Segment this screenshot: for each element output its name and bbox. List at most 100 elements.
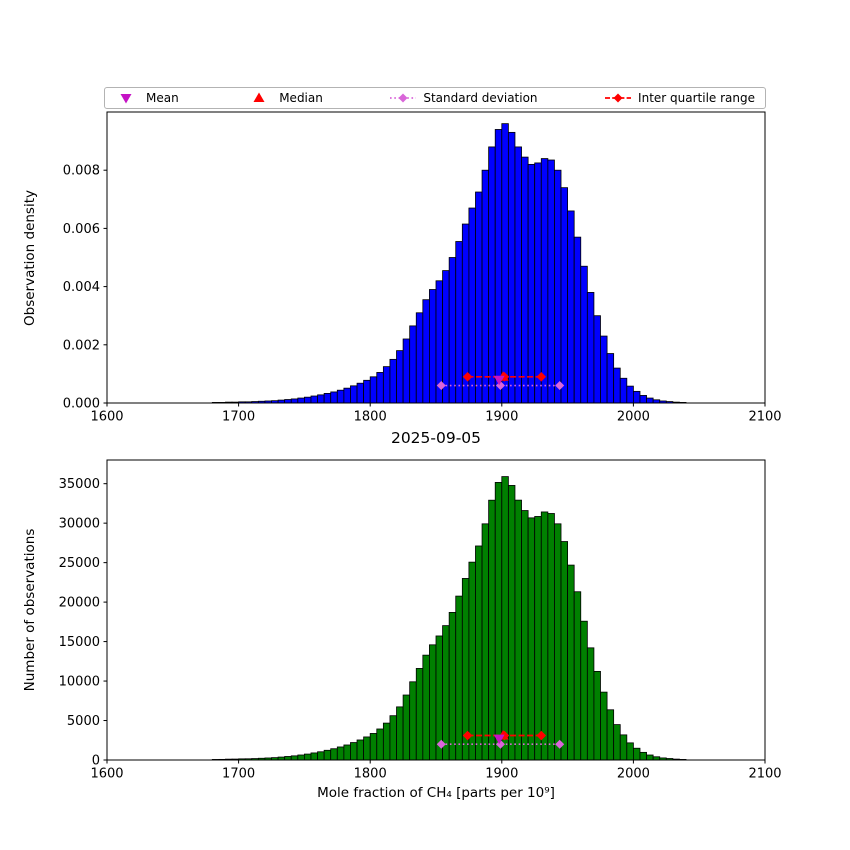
y-tick-label: 30000	[59, 517, 100, 532]
histogram-bar	[521, 156, 529, 404]
histogram-bar	[527, 517, 536, 761]
histogram-bar	[600, 335, 608, 404]
histogram-bar	[619, 734, 628, 761]
histogram-bar	[310, 752, 318, 761]
histogram-bar	[547, 159, 555, 404]
y-tick-label: 15000	[59, 635, 100, 650]
y-tick-label: 0.002	[63, 338, 100, 353]
histogram-bar	[402, 338, 411, 404]
y-tick-label: 0.000	[63, 397, 100, 412]
histogram-bar	[646, 397, 654, 404]
histogram-bar	[619, 377, 628, 404]
histogram-bar	[507, 485, 516, 761]
histogram-bar	[475, 191, 483, 404]
histogram-bar	[560, 541, 569, 761]
ylabel-density: Observation density	[22, 190, 38, 326]
histogram-bar	[554, 523, 562, 761]
x-tick-label: 1600	[90, 767, 123, 782]
legend-item-median: Median	[244, 91, 323, 105]
histogram-bar	[330, 391, 338, 404]
legend-label: Standard deviation	[423, 91, 538, 105]
histogram-bar	[586, 647, 595, 761]
histogram-bar	[363, 379, 371, 404]
histogram-bar	[626, 385, 634, 404]
histogram-bar	[336, 389, 345, 404]
axes-frame	[106, 111, 766, 404]
std-diamond-marker	[555, 739, 565, 749]
histogram-bar	[475, 545, 483, 761]
axes-frame	[106, 459, 766, 761]
density-histogram: 1600 1700 1800 1900 2000 2100 0.000 0.002 0.004 0…	[63, 111, 782, 425]
histogram-bar	[494, 129, 503, 404]
iqr-diamond-marker	[536, 372, 547, 382]
histogram-bar	[586, 292, 595, 404]
histogram-bar	[422, 654, 430, 761]
histogram-bar	[389, 358, 397, 404]
histogram-bar	[540, 158, 549, 404]
histogram-bar	[297, 754, 305, 761]
histogram-bar	[422, 299, 430, 404]
x-tick-label: 2000	[617, 410, 650, 425]
y-tick-label: 0.006	[63, 222, 100, 237]
density-histogram-bars	[211, 123, 687, 404]
histogram-bar	[369, 376, 378, 404]
histogram-bar	[442, 270, 450, 404]
histogram-bar	[409, 681, 417, 761]
histogram-bar	[442, 625, 450, 761]
histogram-bar	[580, 620, 588, 761]
diamond-icon	[605, 93, 632, 103]
legend: Mean Median Standard deviation Inter quarti…	[104, 87, 766, 109]
histogram-bar	[317, 751, 325, 761]
x-tick-label: 1900	[485, 767, 518, 782]
y-tick-label: 25000	[59, 556, 100, 571]
histogram-bar	[560, 187, 569, 404]
histogram-bar	[639, 751, 647, 761]
histogram-bar	[507, 131, 516, 404]
histogram-bar	[382, 722, 391, 761]
histogram-bar	[343, 387, 351, 404]
histogram-bar	[606, 353, 615, 404]
y-tick-label: 35000	[59, 477, 100, 492]
legend-label: Mean	[146, 91, 179, 105]
xlabel: Mole fraction of CH₄ [parts per 10⁹]	[317, 785, 555, 801]
histogram-bar	[468, 207, 476, 404]
histogram-bar	[633, 747, 641, 761]
histogram-bar	[540, 511, 549, 761]
x-tick-label: 1800	[354, 410, 387, 425]
y-tick-label: 20000	[59, 596, 100, 611]
histogram-bar	[330, 748, 338, 761]
histogram-bar	[494, 482, 503, 761]
histogram-bar	[429, 644, 437, 761]
legend-label: Median	[279, 91, 323, 105]
histogram-bar	[303, 396, 312, 404]
mean-marker	[493, 734, 505, 745]
diamond-icon	[390, 93, 417, 103]
histogram-bar	[297, 397, 305, 404]
histogram-bar	[336, 746, 345, 761]
x-tick-label: 2100	[748, 410, 781, 425]
std-diamond-marker	[436, 739, 446, 749]
histogram-bar	[415, 668, 424, 761]
histogram-bar	[323, 392, 332, 404]
histogram-bar	[350, 742, 358, 761]
histogram-bar	[363, 736, 371, 761]
histogram-bar	[396, 350, 404, 404]
histogram-bar	[448, 612, 457, 761]
histogram-bar	[593, 670, 601, 761]
y-tick-label: 10000	[59, 675, 100, 690]
histogram-bar	[626, 742, 634, 761]
histogram-bar	[310, 395, 318, 404]
triangle-up-icon	[253, 92, 265, 102]
iqr-diamond-marker	[462, 372, 473, 382]
triangle-down-icon	[120, 94, 132, 104]
y-tick-label: 5000	[67, 714, 100, 729]
x-tick-label: 1800	[354, 767, 387, 782]
histogram-bar	[527, 163, 536, 404]
histogram-bar	[429, 289, 437, 404]
legend-label: Inter quartile range	[638, 91, 755, 105]
histogram-bar	[284, 399, 292, 404]
histogram-bar	[343, 744, 351, 761]
histogram-bar	[580, 265, 588, 404]
histogram-bar	[396, 706, 404, 761]
histogram-bar	[389, 715, 397, 761]
